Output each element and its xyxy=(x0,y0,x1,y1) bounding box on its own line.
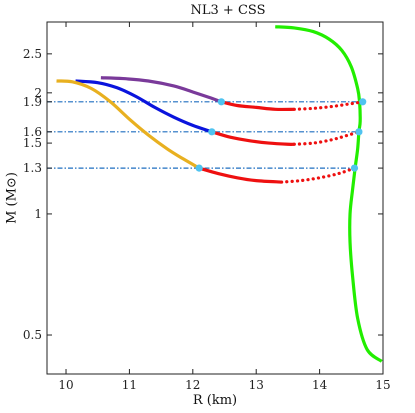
y-tick-label-0: 0.5 xyxy=(23,328,42,342)
series-line-3 xyxy=(56,79,200,170)
axis-ticks: 10 11 12 13 14 15 0.5 1 1.3 1.51.6 1.92 2.5 xyxy=(23,22,391,392)
x-tick-label-0: 10 xyxy=(58,378,73,392)
x-tick-label-5: 15 xyxy=(375,378,390,392)
series-line-2 xyxy=(75,79,213,134)
y-tick-label-4: 1.6 xyxy=(23,125,42,139)
y-tick-label-5: 1.9 xyxy=(23,95,42,109)
plot-frame xyxy=(46,21,384,375)
series-line-4 xyxy=(220,100,295,112)
y-tick-label-6: 2 xyxy=(34,86,42,100)
x-tick-label-1: 11 xyxy=(122,378,137,392)
x-tick-label-3: 13 xyxy=(249,378,264,392)
series-line-5 xyxy=(292,100,365,111)
series-line-9 xyxy=(279,166,357,184)
y-tick-label-1: 1 xyxy=(34,207,42,221)
series-layer xyxy=(56,25,383,363)
marker-point-3 xyxy=(355,128,363,136)
marker-point-4 xyxy=(195,164,203,172)
y-axis-label: M (M⊙) xyxy=(5,172,20,224)
reference-lines xyxy=(47,101,363,169)
series-line-7 xyxy=(292,130,361,146)
x-tick-label-2: 12 xyxy=(185,378,200,392)
series-line-6 xyxy=(211,130,295,146)
x-tick-label-4: 14 xyxy=(312,378,328,392)
series-line-1 xyxy=(100,76,222,104)
y-tick-label-3: 1.5 xyxy=(23,136,42,150)
x-axis-label: R (km) xyxy=(193,393,237,408)
marker-point-2 xyxy=(208,128,216,136)
y-tick-label-2: 1.3 xyxy=(23,161,42,175)
marker-point-1 xyxy=(359,98,367,106)
marker-point-5 xyxy=(350,164,359,172)
series-line-0 xyxy=(275,25,383,363)
y-tick-label-7: 2.5 xyxy=(23,47,42,61)
markers-layer xyxy=(195,98,367,172)
marker-point-0 xyxy=(217,98,225,106)
chart-title: NL3 + CSS xyxy=(191,3,266,18)
series-line-8 xyxy=(198,166,282,184)
